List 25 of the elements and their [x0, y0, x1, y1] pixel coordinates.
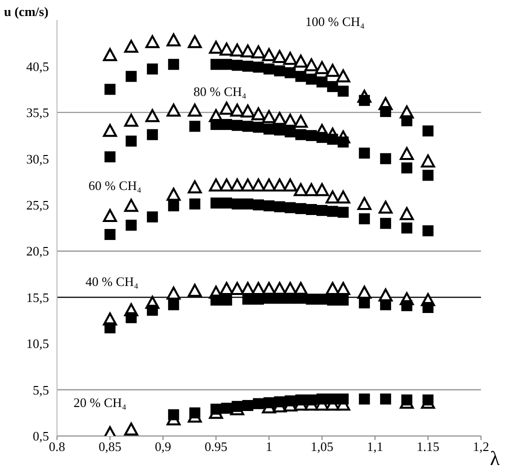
x-tick-label: 1,1	[366, 439, 384, 454]
annotation: 60 % CH₄	[88, 178, 142, 194]
y-tick-label: 35,5	[26, 105, 49, 120]
annotation: 20 % CH₄	[74, 395, 126, 411]
y-tick-label: 40,5	[26, 58, 49, 74]
y-tick-label: 25,5	[26, 198, 49, 213]
x-tick-label: 1.15	[416, 439, 440, 454]
y-tick-label: 0,5	[32, 428, 49, 444]
y-tick-label: 20,5	[26, 244, 49, 259]
x-axis-title: λ	[490, 448, 500, 471]
x-tick-label: 0.8	[48, 439, 66, 454]
y-tick-label: 30,5	[26, 151, 49, 166]
annotation: 100 % CH₄	[305, 14, 365, 30]
x-tick-label: 1	[266, 439, 272, 454]
y-tick-label: 5,5	[32, 382, 49, 398]
x-tick-label: 0.95	[204, 439, 228, 454]
y-tick-label: 15,5	[26, 290, 49, 305]
y-tick-label: 10,5	[26, 336, 49, 352]
x-tick-label: 1,2	[472, 439, 490, 454]
x-tick-label: 0,85	[98, 439, 122, 454]
annotation: 80 % CH₄	[194, 84, 246, 100]
x-tick-label: 1,05	[310, 439, 334, 454]
y-axis-title: u (cm/s)	[4, 4, 48, 20]
x-tick-label: 0,9	[154, 439, 172, 454]
annotation: 40 % CH₄	[86, 274, 138, 290]
